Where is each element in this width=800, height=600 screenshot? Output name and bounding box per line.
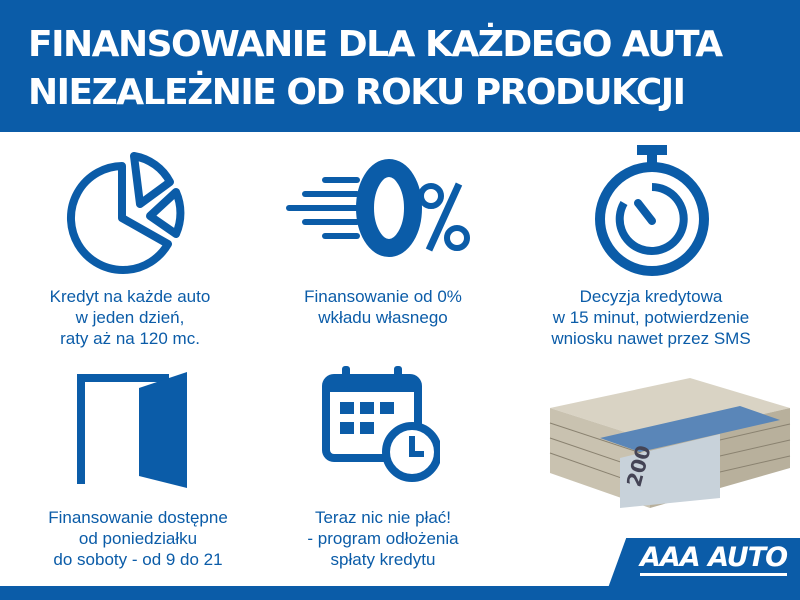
caption-line: Finansowanie od 0%	[304, 287, 462, 306]
caption-line: Decyzja kredytowa	[579, 287, 723, 306]
pie-chart-icon	[66, 152, 185, 274]
banknote-stack-image: 200	[549, 378, 791, 508]
feature-caption-hours: Finansowanie dostępne od poniedziałku do…	[8, 507, 268, 570]
caption-line: w jeden dzień,	[75, 308, 185, 327]
caption-line: Teraz nic nie płać!	[314, 508, 452, 527]
headline-line-2: NIEZALEŻNIE OD ROKU PRODUKCJI	[28, 72, 686, 113]
caption-line: - program odłożenia	[307, 529, 459, 548]
caption-line: Kredyt na każde auto	[49, 287, 211, 306]
feature-caption-decision: Decyzja kredytowa w 15 minut, potwierdze…	[521, 286, 781, 349]
aaa-auto-logo: AAA AUTO	[640, 543, 788, 576]
caption-line: raty aż na 120 mc.	[60, 329, 200, 348]
caption-line: Finansowanie dostępne	[48, 508, 228, 527]
bottom-bar	[0, 586, 800, 600]
header-banner: FINANSOWANIE DLA KAŻDEGO AUTA NIEZALEŻNI…	[0, 0, 800, 132]
zero-percent-icon	[286, 159, 470, 257]
feature-caption-credit: Kredyt na każde auto w jeden dzień, raty…	[0, 286, 260, 349]
calendar-clock-icon	[322, 366, 440, 482]
headline-line-1: FINANSOWANIE DLA KAŻDEGO AUTA	[28, 24, 723, 65]
feature-caption-deferral: Teraz nic nie płać! - program odłożenia …	[253, 507, 513, 570]
caption-line: w 15 minut, potwierdzenie	[552, 308, 750, 327]
stopwatch-icon	[595, 145, 709, 276]
feature-caption-zero-down: Finansowanie od 0% wkładu własnego	[253, 286, 513, 328]
caption-line: spłaty kredytu	[330, 550, 436, 569]
caption-line: od poniedziałku	[78, 529, 198, 548]
open-door-icon	[77, 372, 187, 488]
caption-line: wkładu własnego	[318, 308, 448, 327]
caption-line: wniosku nawet przez SMS	[551, 329, 751, 348]
caption-line: do soboty - od 9 do 21	[53, 550, 223, 569]
